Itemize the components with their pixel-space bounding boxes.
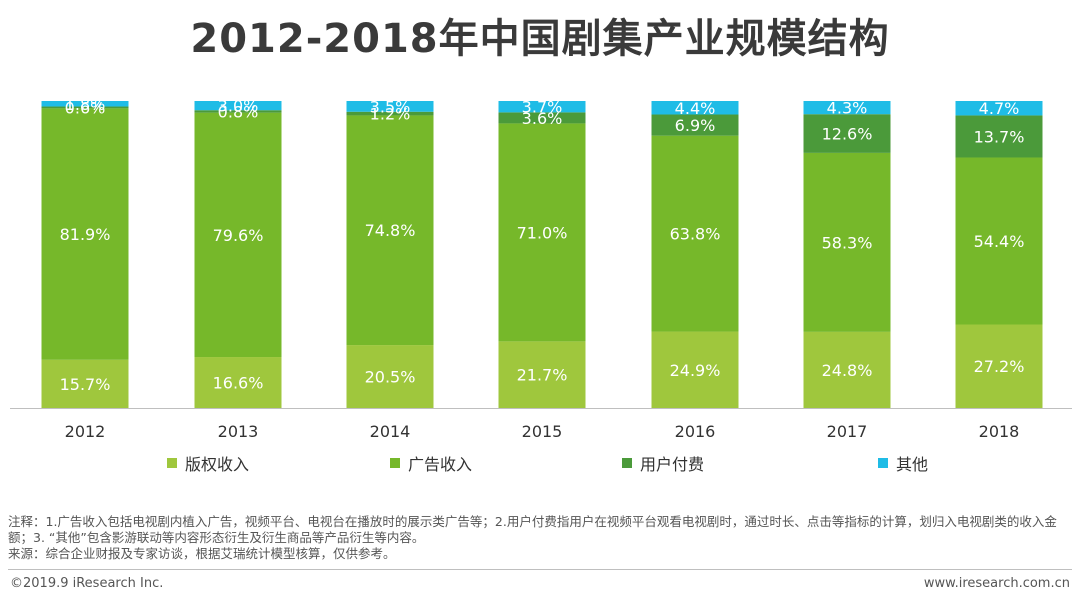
bar-segment-copyright-2013	[194, 357, 282, 408]
data-label-other-2018: 4.7%	[979, 99, 1020, 118]
x-tick-label-2013: 2013	[218, 422, 259, 441]
bar-segment-other-2018	[955, 101, 1043, 116]
bar-segment-user-pay-2016	[651, 114, 739, 136]
data-label-other-2017: 4.3%	[827, 99, 868, 118]
data-label-copyright-2014: 20.5%	[365, 368, 416, 387]
bar-segment-user-pay-2013	[194, 110, 282, 113]
legend-label-other: 其他	[896, 455, 929, 474]
x-tick-label-2016: 2016	[675, 422, 716, 441]
data-label-ads-2016: 63.8%	[670, 225, 721, 244]
data-label-ads-2018: 54.4%	[974, 232, 1025, 251]
chart-title: 2012-2018年中国剧集产业规模结构	[190, 16, 890, 62]
bar-segment-other-2016	[651, 101, 739, 115]
data-label-user-pay-2013: 0.8%	[218, 102, 259, 121]
bar-segment-copyright-2016	[651, 331, 739, 408]
bar-segment-ads-2013	[194, 112, 282, 358]
data-label-ads-2013: 79.6%	[213, 226, 264, 245]
bar-segment-copyright-2018	[955, 324, 1043, 408]
bar-segment-ads-2016	[651, 135, 739, 332]
data-label-user-pay-2017: 12.6%	[822, 125, 873, 144]
bar-segment-copyright-2014	[346, 345, 434, 408]
legend-swatch-other	[878, 458, 888, 468]
data-label-ads-2012: 81.9%	[60, 225, 111, 244]
website-link[interactable]: www.iresearch.com.cn	[923, 576, 1070, 591]
data-label-other-2014: 3.5%	[370, 97, 411, 116]
data-label-ads-2015: 71.0%	[517, 223, 568, 242]
data-label-user-pay-2014: 1.2%	[370, 105, 411, 124]
chart-legend: 版权收入 广告收入 用户付费 其他	[0, 451, 1080, 475]
bar-segment-user-pay-2012	[41, 106, 129, 109]
bar-segment-copyright-2012	[41, 359, 129, 408]
data-label-other-2016: 4.4%	[675, 99, 716, 118]
legend-item-user-pay: 用户付费	[622, 451, 704, 475]
bar-segment-other-2014	[346, 101, 434, 112]
bar-segment-ads-2018	[955, 157, 1043, 325]
data-label-copyright-2012: 15.7%	[60, 375, 111, 394]
data-label-copyright-2016: 24.9%	[670, 361, 721, 380]
legend-item-other: 其他	[878, 451, 928, 475]
chart-notes: 注释：1.广告收入包括电视剧内植入广告，视频平台、电视台在播放时的展示类广告等；…	[8, 514, 1073, 562]
bar-segment-copyright-2015	[498, 341, 586, 408]
bar-segment-user-pay-2014	[346, 111, 434, 116]
bar-segment-user-pay-2018	[955, 115, 1043, 158]
legend-item-copyright: 版权收入	[167, 451, 249, 475]
footer-divider	[8, 569, 1072, 570]
data-label-copyright-2018: 27.2%	[974, 357, 1025, 376]
bar-segment-ads-2014	[346, 115, 434, 346]
x-tick-label-2014: 2014	[370, 422, 411, 441]
bar-segment-other-2015	[498, 101, 586, 113]
bar-segment-ads-2017	[803, 152, 891, 332]
legend-swatch-user-pay	[622, 458, 632, 468]
data-label-other-2012: 1.8%	[65, 95, 106, 114]
copyright-text: ©2019.9 iResearch Inc.	[10, 576, 164, 591]
source-text: 来源：综合企业财报及专家访谈，根据艾瑞统计模型核算，仅供参考。	[8, 546, 396, 561]
x-tick-label-2012: 2012	[65, 422, 106, 441]
bar-segment-copyright-2017	[803, 331, 891, 408]
x-tick-label-2017: 2017	[827, 422, 868, 441]
legend-label-ads: 广告收入	[408, 455, 473, 474]
x-tick-label-2015: 2015	[522, 422, 563, 441]
legend-swatch-ads	[390, 458, 400, 468]
notes-text: 注释：1.广告收入包括电视剧内植入广告，视频平台、电视台在播放时的展示类广告等；…	[8, 514, 1057, 545]
data-label-ads-2014: 74.8%	[365, 221, 416, 240]
x-tick-label-2018: 2018	[979, 422, 1020, 441]
data-label-user-pay-2016: 6.9%	[675, 116, 716, 135]
data-label-user-pay-2012: 0.6%	[65, 98, 106, 117]
data-label-copyright-2015: 21.7%	[517, 366, 568, 385]
bar-segment-user-pay-2017	[803, 114, 891, 153]
data-label-other-2013: 3.0%	[218, 97, 259, 116]
legend-label-copyright: 版权收入	[185, 455, 250, 474]
bar-segment-ads-2012	[41, 108, 129, 360]
data-label-user-pay-2015: 3.6%	[522, 109, 563, 128]
bar-segment-ads-2015	[498, 123, 586, 342]
bar-segment-other-2012	[41, 101, 129, 107]
bar-segment-other-2017	[803, 101, 891, 115]
data-label-ads-2017: 58.3%	[822, 233, 873, 252]
data-label-copyright-2017: 24.8%	[822, 361, 873, 380]
data-label-user-pay-2018: 13.7%	[974, 127, 1025, 146]
legend-swatch-copyright	[167, 458, 177, 468]
legend-item-ads: 广告收入	[390, 451, 472, 475]
data-label-copyright-2013: 16.6%	[213, 374, 264, 393]
bar-segment-other-2013	[194, 101, 282, 111]
legend-label-user-pay: 用户付费	[640, 455, 705, 474]
bar-segment-user-pay-2015	[498, 112, 586, 124]
data-label-other-2015: 3.7%	[522, 98, 563, 117]
